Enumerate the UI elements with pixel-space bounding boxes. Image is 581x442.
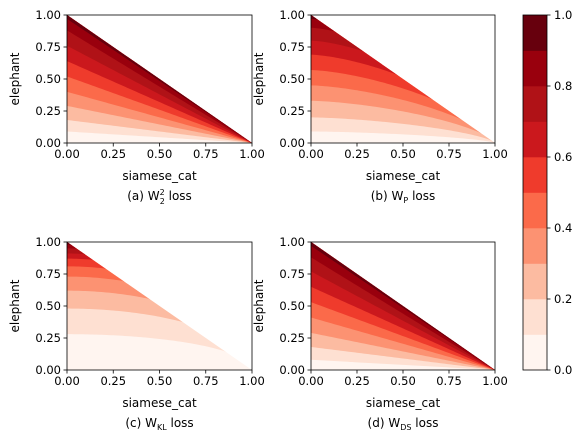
subplot-caption: (d) WDS loss xyxy=(368,416,439,432)
x-axis-label: siamese_cat xyxy=(122,396,197,410)
x-tick-label: 0.25 xyxy=(344,147,370,161)
contour-band-2 xyxy=(67,242,185,324)
y-tick-label: 0.00 xyxy=(35,136,61,150)
contour-band-9 xyxy=(311,242,495,370)
caption-tail: loss xyxy=(408,189,435,203)
y-tick-label: 0.00 xyxy=(279,136,305,150)
y-tick-label: 1.00 xyxy=(35,235,61,249)
x-tick-label: 0.25 xyxy=(344,374,370,388)
y-tick-label: 0.75 xyxy=(35,267,61,281)
colorbar: 0.0 0.2 0.4 0.6 0.8 1.0 xyxy=(522,8,572,377)
colorbar-segment-8 xyxy=(523,50,547,87)
subplot-d: 0.00 0.25 0.50 0.75 1.00 0.00 0.25 0.50 0.75 1.00… xyxy=(252,235,508,432)
colorbar-frame xyxy=(522,14,548,371)
x-tick-label: 0.50 xyxy=(147,374,173,388)
y-tick-label: 0.50 xyxy=(35,72,61,86)
x-tick-label: 1.00 xyxy=(239,147,265,161)
contour-band-9 xyxy=(67,15,252,143)
x-tick-label: 0.25 xyxy=(100,147,126,161)
y-axis-label: elephant xyxy=(8,279,22,332)
contour-band-8 xyxy=(311,15,337,33)
x-tick-label: 1.00 xyxy=(482,147,508,161)
colorbar-tick-label: 0.4 xyxy=(554,221,572,235)
y-tick-label: 0.75 xyxy=(279,40,305,54)
x-tick-label: 0.00 xyxy=(298,374,324,388)
x-axis-label: siamese_cat xyxy=(122,169,197,183)
x-tick-label: 0.75 xyxy=(193,374,219,388)
y-tick-label: 0.25 xyxy=(35,104,61,118)
y-tick-label: 0.00 xyxy=(279,363,305,377)
x-tick-label: 0.00 xyxy=(298,147,324,161)
colorbar-segment-9 xyxy=(523,15,547,51)
y-axis-label: elephant xyxy=(8,52,22,105)
colorbar-tick-label: 0.0 xyxy=(554,363,572,377)
contour-band-5 xyxy=(311,15,433,100)
colorbar-segment-7 xyxy=(523,86,547,122)
y-axis-label: elephant xyxy=(252,279,266,332)
caption-subscript: P xyxy=(403,196,408,205)
y-tick-label: 1.00 xyxy=(279,8,305,22)
y-tick-label: 0.50 xyxy=(279,299,305,313)
caption-subscript: DS xyxy=(400,423,411,432)
caption-main: (b) W xyxy=(371,189,404,203)
caption-subscript: 2 xyxy=(160,197,165,206)
x-tick-label: 1.00 xyxy=(482,374,508,388)
caption-superscript: 2 xyxy=(160,188,165,197)
subplot-c: 0.00 0.25 0.50 0.75 1.00 0.00 0.25 0.50 0.75 1.00… xyxy=(8,235,265,432)
subplot-caption: (c) WKL loss xyxy=(125,416,193,432)
caption-main: (d) W xyxy=(368,416,401,430)
x-tick-label: 0.75 xyxy=(193,147,219,161)
x-axis-label: siamese_cat xyxy=(366,169,441,183)
x-tick-label: 0.25 xyxy=(100,374,126,388)
y-tick-label: 0.50 xyxy=(35,299,61,313)
contour-band-7 xyxy=(311,15,364,52)
y-tick-label: 0.75 xyxy=(279,267,305,281)
y-axis-label: elephant xyxy=(252,52,266,105)
colorbar-segment-3 xyxy=(523,228,547,264)
y-tick-label: 1.00 xyxy=(35,8,61,22)
contour-band-9 xyxy=(67,242,72,246)
subplot-b: 0.00 0.25 0.50 0.75 1.00 0.00 0.25 0.50 0.75 1.00… xyxy=(252,8,508,205)
colorbar-tick-label: 0.6 xyxy=(554,150,572,164)
subplot-a: 0.00 0.25 0.50 0.75 1.00 0.00 0.25 0.50 0.75 1.00… xyxy=(8,8,265,206)
y-tick-label: 0.25 xyxy=(279,331,305,345)
colorbar-tick-label: 0.8 xyxy=(554,79,572,93)
x-tick-label: 0.75 xyxy=(436,374,462,388)
x-tick-label: 0.00 xyxy=(54,147,80,161)
x-tick-label: 0.50 xyxy=(390,374,416,388)
y-tick-label: 0.25 xyxy=(279,104,305,118)
contour-band-7 xyxy=(67,242,86,255)
y-tick-label: 0.50 xyxy=(279,72,305,86)
colorbar-segment-2 xyxy=(523,263,547,300)
contour-band-3 xyxy=(67,242,151,300)
colorbar-segment-4 xyxy=(523,192,547,229)
caption-main: (c) W xyxy=(125,416,157,430)
x-tick-label: 0.50 xyxy=(147,147,173,161)
subplot-caption: (b) WP loss xyxy=(371,189,436,205)
x-tick-label: 1.00 xyxy=(239,374,265,388)
colorbar-segment-6 xyxy=(523,121,547,158)
caption-tail: loss xyxy=(167,416,194,430)
colorbar-tick-label: 1.0 xyxy=(554,8,572,22)
colorbar-segment-1 xyxy=(523,299,547,335)
y-tick-label: 0.25 xyxy=(35,331,61,345)
colorbar-segment-5 xyxy=(523,157,547,193)
contour-band-9 xyxy=(311,15,318,20)
colorbar-segment-0 xyxy=(523,334,547,371)
subplot-caption: (a) W2 2 loss xyxy=(127,188,192,206)
x-tick-label: 0.50 xyxy=(390,147,416,161)
y-tick-label: 1.00 xyxy=(279,235,305,249)
contour-band-6 xyxy=(311,15,399,76)
caption-main: (a) W xyxy=(127,189,160,203)
colorbar-tick-label: 0.2 xyxy=(554,292,572,306)
caption-tail: loss xyxy=(165,189,192,203)
x-tick-label: 0.75 xyxy=(436,147,462,161)
y-tick-label: 0.75 xyxy=(35,40,61,54)
caption-tail: loss xyxy=(411,416,438,430)
caption-subscript: KL xyxy=(157,423,167,432)
x-axis-label: siamese_cat xyxy=(366,396,441,410)
y-tick-label: 0.00 xyxy=(35,363,61,377)
x-tick-label: 0.00 xyxy=(54,374,80,388)
